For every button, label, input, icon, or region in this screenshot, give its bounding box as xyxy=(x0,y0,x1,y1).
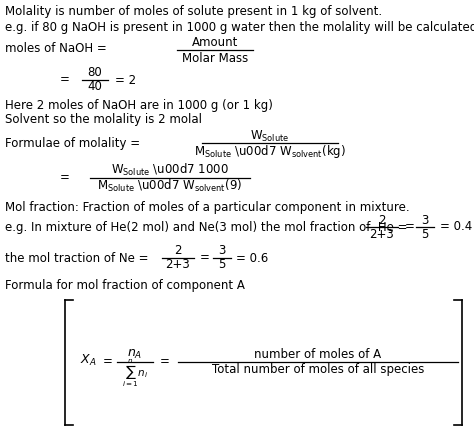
Text: the mol traction of Ne =: the mol traction of Ne = xyxy=(5,252,148,265)
Text: Solvent so the molality is 2 molal: Solvent so the molality is 2 molal xyxy=(5,113,202,126)
Text: $\mathregular{M_{Solute}}$ \u00d7 $\mathregular{W_{solvent}}$(kg): $\mathregular{M_{Solute}}$ \u00d7 $\math… xyxy=(194,143,346,161)
Text: Here 2 moles of NaOH are in 1000 g (or 1 kg): Here 2 moles of NaOH are in 1000 g (or 1… xyxy=(5,98,273,112)
Text: 5: 5 xyxy=(421,227,428,240)
Text: 2: 2 xyxy=(378,213,386,226)
Text: $\mathregular{M_{Solute}}$ \u00d7 $\mathregular{W_{solvent}}$(9): $\mathregular{M_{Solute}}$ \u00d7 $\math… xyxy=(98,178,243,194)
Text: $n_A$: $n_A$ xyxy=(128,347,143,361)
Text: Mol fraction: Fraction of moles of a particular component in mixture.: Mol fraction: Fraction of moles of a par… xyxy=(5,200,410,213)
Text: e.g. In mixture of He(2 mol) and Ne(3 mol) the mol fraction of  He =: e.g. In mixture of He(2 mol) and Ne(3 mo… xyxy=(5,220,408,233)
Text: = 0.4: = 0.4 xyxy=(440,220,472,233)
Text: =: = xyxy=(405,220,415,233)
Text: 2: 2 xyxy=(174,245,182,258)
Text: Amount: Amount xyxy=(192,36,238,48)
Text: $\sum_{i=1}^{n}n_i$: $\sum_{i=1}^{n}n_i$ xyxy=(122,357,148,389)
Text: Molality is number of moles of solute present in 1 kg of solvent.: Molality is number of moles of solute pr… xyxy=(5,6,382,19)
Text: Molar Mass: Molar Mass xyxy=(182,52,248,65)
Text: =: = xyxy=(103,355,113,368)
Text: Formula for mol fraction of component A: Formula for mol fraction of component A xyxy=(5,278,245,291)
Text: 2+3: 2+3 xyxy=(370,227,394,240)
Text: =: = xyxy=(60,74,70,87)
Text: Total number of moles of all species: Total number of moles of all species xyxy=(212,363,424,377)
Text: 40: 40 xyxy=(88,81,102,94)
Text: 3: 3 xyxy=(421,213,428,226)
Text: number of moles of A: number of moles of A xyxy=(255,348,382,361)
Text: 5: 5 xyxy=(219,259,226,271)
Text: 80: 80 xyxy=(88,67,102,80)
Text: =: = xyxy=(200,252,210,265)
Text: Formulae of molality =: Formulae of molality = xyxy=(5,136,140,149)
Text: =: = xyxy=(60,171,70,184)
Text: = 0.6: = 0.6 xyxy=(236,252,268,265)
Text: e.g. if 80 g NaOH is present in 1000 g water then the molality will be calculate: e.g. if 80 g NaOH is present in 1000 g w… xyxy=(5,20,474,33)
Text: = 2: = 2 xyxy=(115,74,136,87)
Text: 2+3: 2+3 xyxy=(165,259,191,271)
Text: moles of NaOH =: moles of NaOH = xyxy=(5,42,107,55)
Text: 3: 3 xyxy=(219,245,226,258)
Text: $X_A$: $X_A$ xyxy=(80,352,97,368)
Text: $\mathregular{W_{Solute}}$: $\mathregular{W_{Solute}}$ xyxy=(250,129,290,144)
Text: =: = xyxy=(160,355,170,368)
Text: $\mathregular{W_{Solute}}$ \u00d7 1000: $\mathregular{W_{Solute}}$ \u00d7 1000 xyxy=(111,162,229,178)
